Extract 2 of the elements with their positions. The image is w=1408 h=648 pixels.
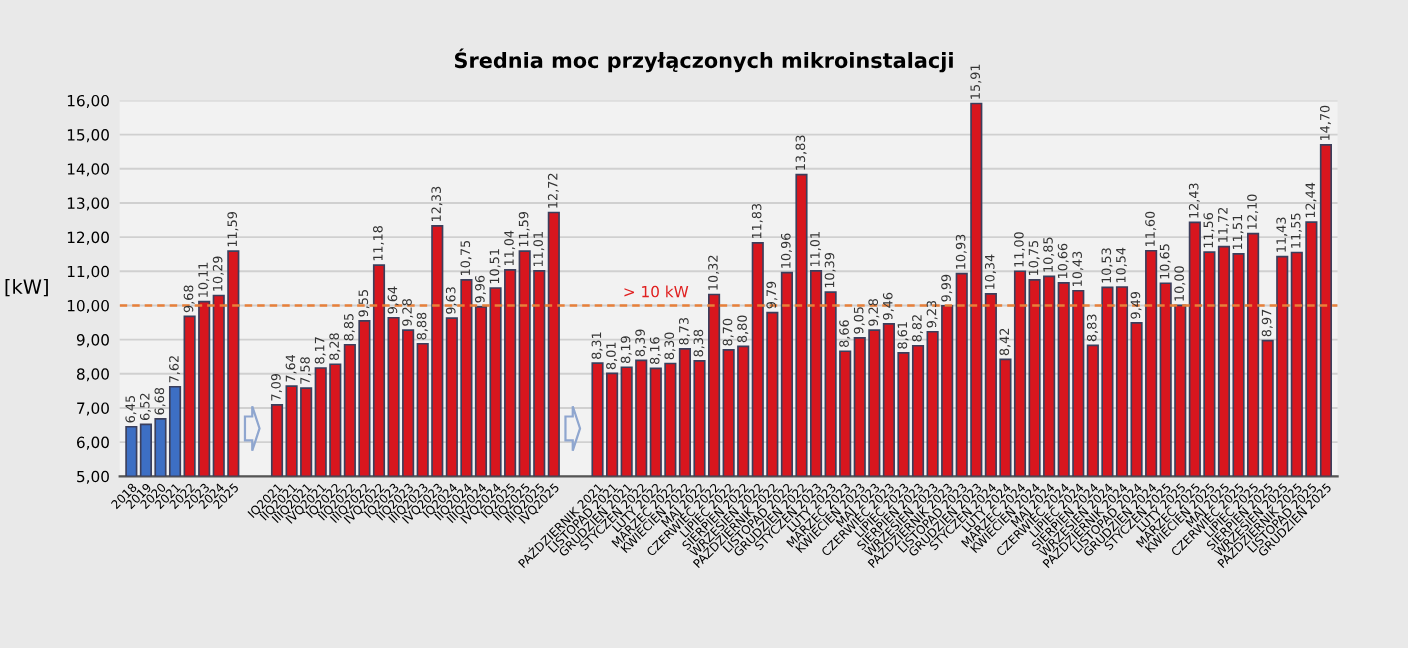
- y-axis-title: [kW]: [5, 278, 48, 297]
- chart-title: Średnia moc przyłączonych mikroinstalacji: [454, 48, 953, 73]
